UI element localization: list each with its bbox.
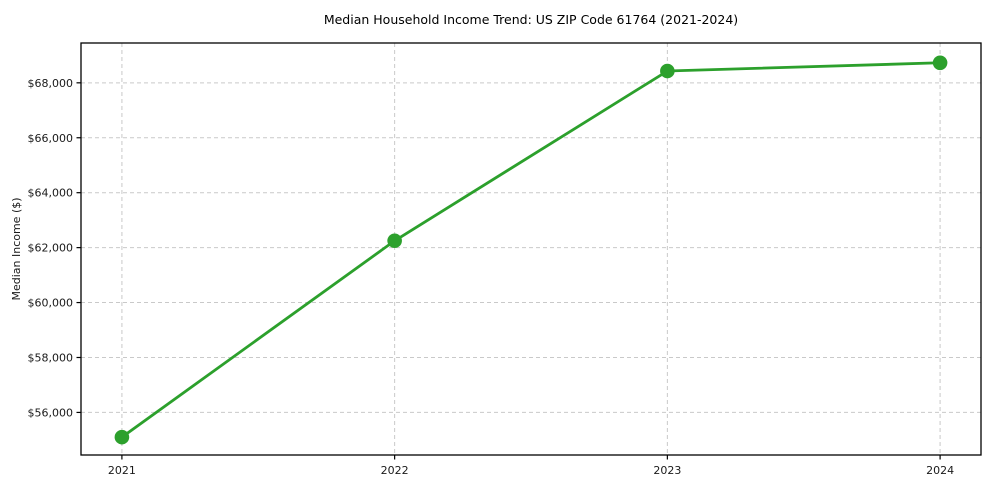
y-axis-label: Median Income ($): [10, 197, 23, 300]
plot-border: [80, 42, 982, 456]
chart-title: Median Household Income Trend: US ZIP Co…: [324, 12, 738, 27]
x-tick-label: 2024: [926, 464, 954, 477]
series-layer: [114, 55, 948, 445]
data-point: [932, 55, 948, 71]
data-point: [114, 429, 130, 445]
income-trend-line: [120, 61, 942, 439]
y-tick-label: $66,000: [28, 132, 74, 145]
x-tick-label: 2023: [653, 464, 681, 477]
y-tick-label: $58,000: [28, 351, 74, 364]
data-point: [387, 233, 402, 249]
axes-layer: $56,000 $58,000 $60,000 $62,000 $64,000 $66,0…: [28, 42, 982, 477]
y-tick-label: $60,000: [28, 297, 74, 310]
y-tick-label: $64,000: [28, 187, 74, 200]
y-tick-label: $56,000: [28, 406, 74, 419]
x-tick-label: 2021: [108, 464, 136, 477]
y-tick-label: $62,000: [28, 242, 74, 255]
x-tick-label: 2022: [381, 464, 409, 477]
grid-layer: [81, 43, 981, 455]
data-point: [660, 63, 675, 79]
y-tick-label: $68,000: [28, 77, 74, 90]
